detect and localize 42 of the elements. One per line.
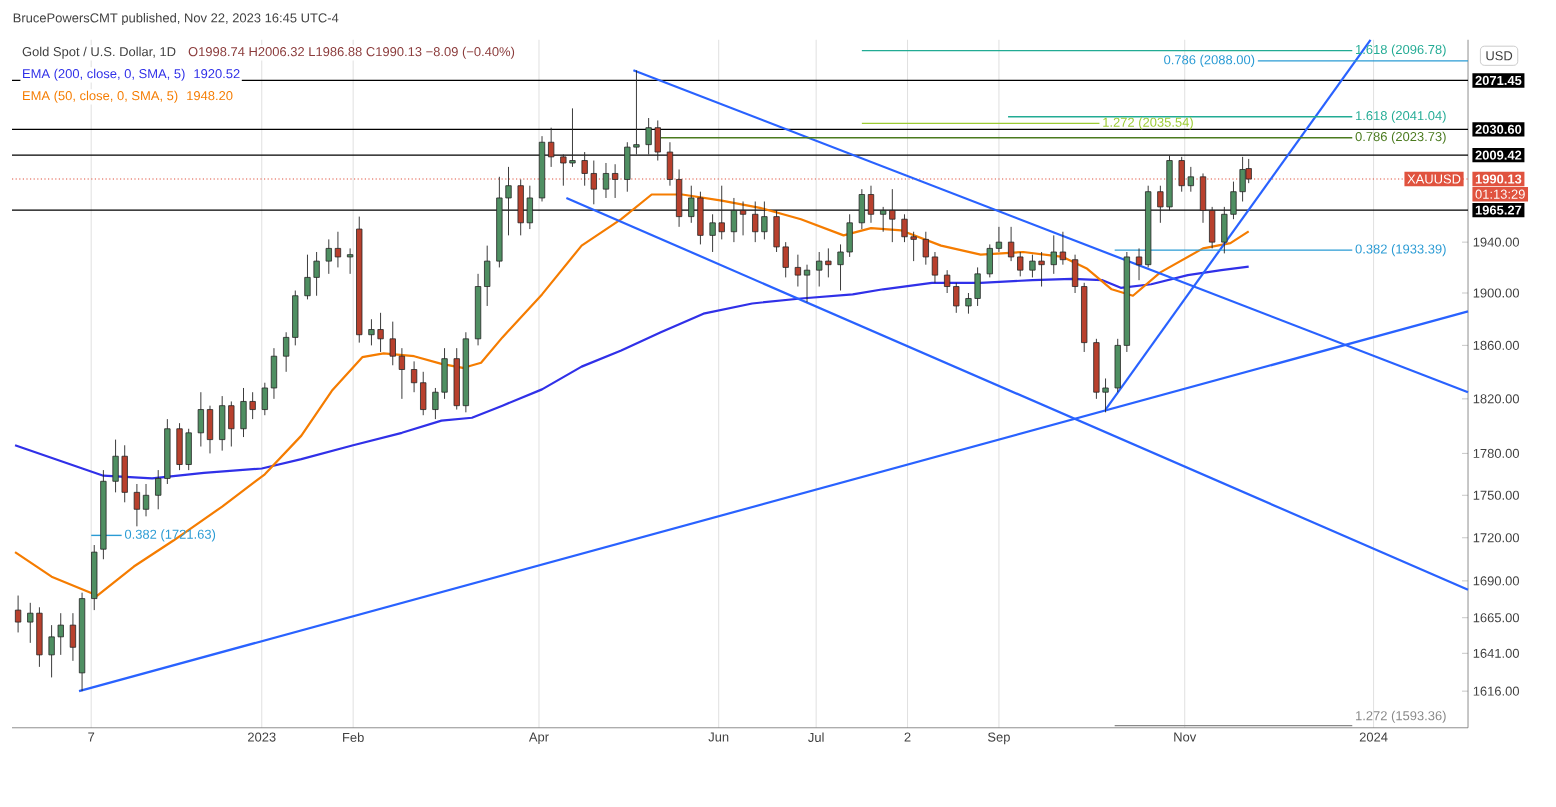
series-label: 0.382 (1933.39) [1355, 244, 1446, 257]
x-tick-label: Jul [808, 732, 824, 742]
y-axis-title: USD [1486, 51, 1513, 61]
ref-line-label: 1965.27 [1475, 205, 1522, 215]
x-tick-label: Apr [528, 732, 549, 745]
ref-line-label: 2071.45 [1475, 75, 1522, 86]
y-tick-label: 1860.00 [1473, 340, 1520, 350]
text: EMA (50, close, 0, SMA, 5) [23, 90, 178, 103]
series-label: 1.272 (1593.36) [1356, 710, 1446, 723]
y-tick-label: 1641.00 [1473, 648, 1520, 658]
x-tick-label: 7 [88, 732, 95, 742]
y-tick-label: 1940.00 [1473, 237, 1520, 247]
y-tick-label: 1616.00 [1473, 686, 1520, 696]
series-label: 0.786 (2023.73) [1355, 131, 1446, 144]
y-tick-label: 1780.00 [1473, 448, 1520, 458]
text: EMA (200, close, 0, SMA, 5) [23, 68, 185, 81]
ref-line-label: 2009.42 [1475, 150, 1522, 160]
annotation: 1920.52 [194, 69, 240, 79]
x-tick-label: Sep [987, 732, 1010, 745]
annotation: XAUUSD [1407, 174, 1461, 184]
x-tick-label: 2 [904, 732, 911, 742]
y-tick-label: 1750.00 [1473, 490, 1520, 500]
text: BrucePowersCMT published, Nov 22, 2023 16:45 UTC-4 [13, 12, 339, 26]
ref-line-label: 2030.60 [1475, 124, 1522, 134]
chart-title: Gold Spot / U.S. Dollar, 1D [22, 46, 176, 59]
series-label: 1.272 (2035.54) [1103, 117, 1193, 130]
y-tick-label: 1900.00 [1473, 288, 1520, 298]
x-tick-label: 2023 [248, 732, 276, 742]
y-tick-label: 1665.00 [1473, 613, 1520, 623]
annotation: 1948.20 [187, 91, 233, 101]
x-tick-label: Jun [708, 732, 729, 742]
text: 01:13:29 [1475, 189, 1525, 199]
series-label: 0.786 (2088.00) [1164, 54, 1255, 67]
x-tick-label: Feb [343, 732, 364, 742]
ref-line-label: 1990.13 [1475, 174, 1522, 184]
y-tick-label: 1820.00 [1473, 394, 1520, 404]
x-tick-label: 2024 [1359, 732, 1388, 742]
chart-subtitle: O1998.74 H2006.32 L1986.88 C1990.13 −8.09 (−0.40%) [188, 46, 515, 59]
x-tick-label: Nov [1174, 732, 1197, 742]
series-label: 1.618 (2041.04) [1356, 110, 1446, 123]
y-tick-label: 1690.00 [1473, 576, 1520, 586]
y-tick-label: 1720.00 [1473, 533, 1520, 543]
